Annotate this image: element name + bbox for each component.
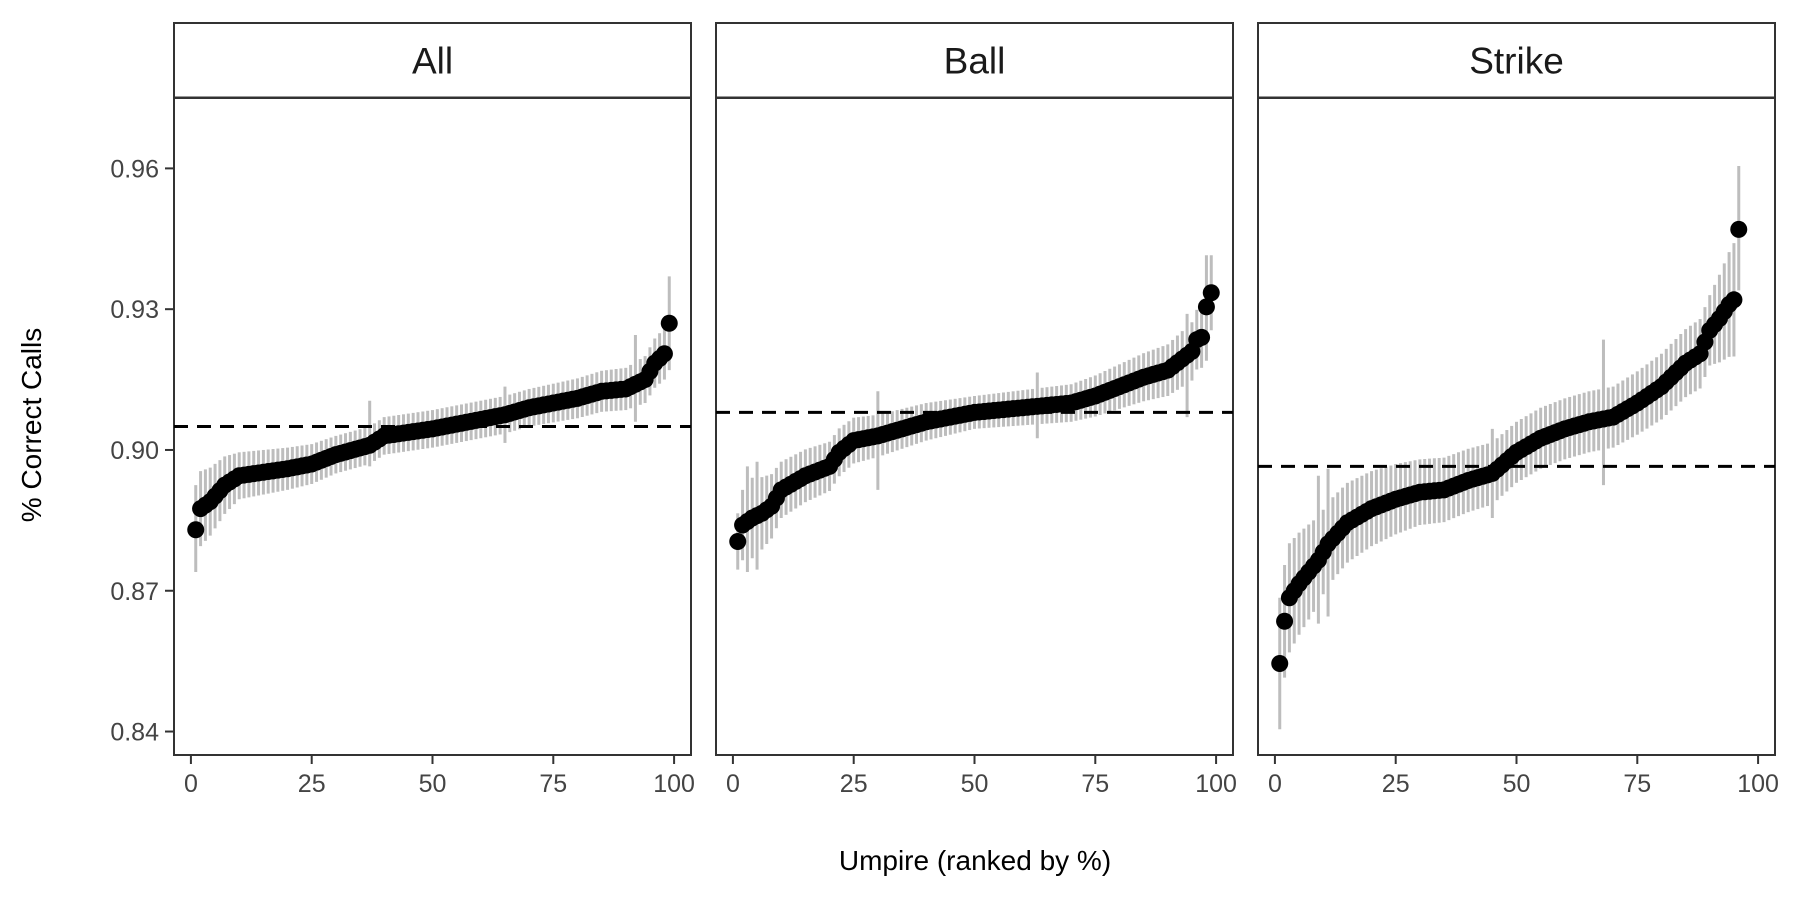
data-point	[1197, 298, 1215, 316]
y-axis-title: % Correct Calls	[16, 328, 47, 522]
y-tick-label: 0.84	[110, 719, 159, 747]
x-axis-title: Umpire (ranked by %)	[839, 845, 1111, 876]
strip-label-all: All	[412, 41, 453, 82]
x-tick-label: 100	[1737, 770, 1779, 798]
x-tick-label: 50	[419, 770, 447, 798]
x-tick-label: 75	[539, 770, 567, 798]
x-tick-label: 75	[1081, 770, 1109, 798]
x-tick-label: 25	[840, 770, 868, 798]
y-tick-label: 0.96	[110, 155, 159, 183]
data-points	[187, 314, 678, 539]
x-tick-label: 0	[1268, 770, 1282, 798]
data-points	[729, 284, 1220, 550]
data-point	[187, 521, 205, 539]
data-point	[660, 314, 678, 332]
data-point	[1193, 328, 1211, 346]
x-tick-label: 100	[653, 770, 695, 798]
strip-label-strike: Strike	[1469, 41, 1564, 82]
x-tick-label: 25	[1382, 770, 1410, 798]
data-point	[729, 532, 747, 550]
facet-panels: All 0 25 50 75 100 0.84 0.87 0.90 0.93 0.96 Ball 0 25…	[110, 22, 1779, 798]
y-tick-label: 0.90	[110, 437, 159, 465]
x-tick-label: 25	[298, 770, 326, 798]
strip-label-ball: Ball	[944, 41, 1006, 82]
strip-box	[715, 22, 1234, 99]
y-tick-label: 0.87	[110, 578, 159, 606]
data-points	[1271, 220, 1748, 672]
y-tick-label: 0.93	[110, 296, 159, 324]
data-point	[1271, 654, 1289, 672]
x-tick-label: 50	[1503, 770, 1531, 798]
x-tick-label: 0	[184, 770, 198, 798]
data-point	[1725, 291, 1743, 309]
panel-ball: Ball 0 25 50 75 100	[715, 22, 1237, 798]
x-tick-label: 75	[1623, 770, 1651, 798]
x-tick-label: 50	[961, 770, 989, 798]
data-point	[1202, 284, 1220, 302]
data-point	[1730, 220, 1748, 238]
x-tick-label: 100	[1195, 770, 1237, 798]
panel-all: All 0 25 50 75 100 0.84 0.87 0.90 0.93 0.96	[110, 22, 695, 798]
data-point	[1276, 612, 1294, 630]
strip-box	[173, 22, 692, 99]
panel-strike: Strike 0 25 50 75 100	[1257, 22, 1779, 798]
data-point	[655, 345, 673, 363]
x-tick-label: 0	[726, 770, 740, 798]
